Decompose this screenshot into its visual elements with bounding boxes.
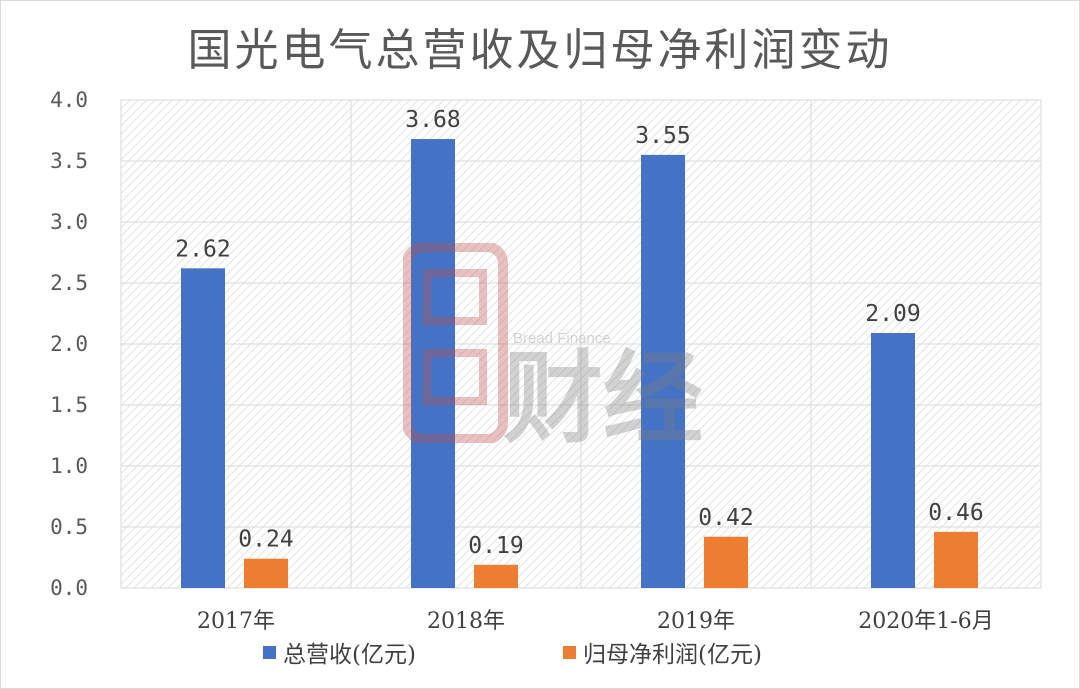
x-tick-label: 2017年: [197, 609, 275, 634]
legend-label: 归母净利润(亿元): [583, 642, 762, 668]
bars: 2.62 0.24 3.68 0.19 3.55 0.42 2.09 0.46: [175, 107, 984, 589]
x-tick-label: 2019年: [657, 609, 735, 634]
y-tick-label: 0.0: [50, 576, 88, 600]
y-tick-label: 2.0: [50, 332, 88, 356]
watermark-frame: [403, 243, 508, 443]
data-label: 2.09: [865, 301, 920, 327]
data-label: 3.55: [635, 123, 690, 149]
watermark-square-top: [423, 269, 487, 325]
y-tick-label: 1.0: [50, 454, 88, 478]
x-tick-label: 2018年: [427, 609, 505, 634]
bar-net-profit: [474, 564, 518, 588]
data-label: 3.68: [405, 107, 460, 133]
y-tick-label: 3.5: [50, 149, 88, 173]
y-tick-label: 2.5: [50, 271, 88, 295]
legend-label: 总营收(亿元): [283, 642, 416, 668]
y-tick-label: 0.5: [50, 515, 88, 539]
data-label: 2.62: [175, 236, 230, 262]
data-label: 0.24: [238, 527, 293, 553]
data-label: 0.42: [698, 505, 753, 531]
bar-revenue: [871, 333, 915, 588]
y-axis: 0.0 0.5 1.0 1.5 2.0 2.5 3.0 3.5 4.0: [50, 88, 88, 600]
watermark-chinese: 财经: [503, 340, 703, 443]
bar-net-profit: [704, 536, 748, 588]
legend-swatch: [263, 646, 276, 659]
watermark-logo: Bread Finance 财经: [403, 243, 703, 443]
chart-title: 国光电气总营收及归母净利润变动: [187, 25, 893, 76]
x-axis: 2017年 2018年 2019年 2020年1-6月: [197, 609, 994, 634]
y-tick-label: 3.0: [50, 210, 88, 234]
data-label: 0.46: [928, 500, 983, 526]
bar-net-profit: [934, 531, 978, 588]
y-tick-label: 4.0: [50, 88, 88, 112]
bar-revenue: [181, 268, 225, 588]
plot-border: [120, 99, 1042, 589]
legend: 总营收(亿元) 归母净利润(亿元): [263, 642, 762, 668]
data-label: 0.19: [468, 533, 523, 559]
bar-revenue: [641, 154, 685, 588]
bar-revenue: [411, 139, 455, 589]
x-tick-label: 2020年1-6月: [858, 609, 993, 634]
y-tick-label: 1.5: [50, 393, 88, 417]
legend-swatch: [563, 646, 576, 659]
watermark-square-bottom: [423, 349, 487, 405]
bar-net-profit: [244, 558, 288, 588]
watermark-english: Bread Finance: [513, 330, 611, 347]
